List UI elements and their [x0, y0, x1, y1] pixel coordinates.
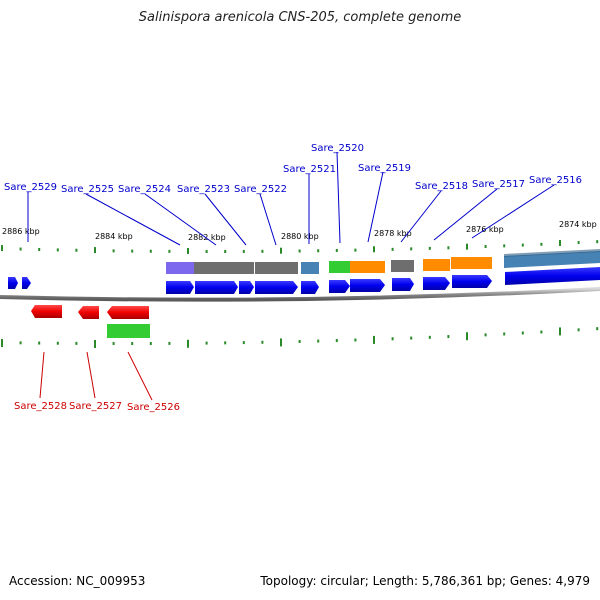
ruler-ticks-bottom — [1, 327, 599, 348]
cds-forward-arrow[interactable] — [505, 267, 600, 285]
gene-label-sare-2518[interactable]: Sare_2518 — [415, 181, 468, 192]
feature-green[interactable] — [329, 261, 350, 273]
cds-forward-arrow[interactable] — [195, 281, 238, 294]
cds-reverse-arrow[interactable] — [31, 305, 62, 318]
gene-label-sare-2523[interactable]: Sare_2523 — [177, 184, 230, 195]
feature-shadow — [504, 249, 600, 257]
cds-reverse-arrow[interactable] — [107, 306, 149, 319]
feature-track-top — [166, 249, 600, 274]
feature-gray[interactable] — [194, 262, 254, 274]
feature-gray[interactable] — [391, 260, 414, 272]
ruler-label: 2884 kbp — [95, 232, 133, 241]
gene-label-sare-2529[interactable]: Sare_2529 — [4, 182, 57, 193]
gene-label-sare-2527[interactable]: Sare_2527 — [69, 401, 122, 412]
gene-label-sare-2520[interactable]: Sare_2520 — [311, 143, 364, 154]
gene-labels-top: Sare_2529 Sare_2525 Sare_2524 Sare_2523 … — [4, 143, 582, 195]
cds-track-forward — [166, 267, 600, 294]
feature-steelblue[interactable] — [301, 262, 319, 274]
cds-forward-arrow[interactable] — [329, 280, 350, 293]
feature-gray[interactable] — [255, 262, 298, 274]
gene-labels-bottom: Sare_2528 Sare_2527 Sare_2526 — [14, 401, 180, 413]
cds-forward-arrow[interactable] — [392, 278, 414, 291]
cds-forward-arrow[interactable] — [166, 281, 194, 294]
ruler-label: 2886 kbp — [2, 227, 40, 236]
feature-orange[interactable] — [423, 259, 450, 271]
feature-green[interactable] — [107, 324, 150, 338]
ruler-label: 2874 kbp — [559, 220, 597, 229]
ruler-label: 2882 kbp — [188, 233, 226, 242]
genome-backbone — [0, 287, 600, 302]
gene-label-sare-2522[interactable]: Sare_2522 — [234, 184, 287, 195]
callout-lines-bottom — [39, 351, 153, 401]
gene-label-sare-2519[interactable]: Sare_2519 — [358, 163, 411, 174]
feature-orange[interactable] — [451, 257, 492, 269]
gene-label-sare-2521[interactable]: Sare_2521 — [283, 164, 336, 175]
ruler-label: 2878 kbp — [374, 229, 412, 238]
cds-forward-arrow[interactable] — [423, 277, 450, 290]
genome-summary-text: Topology: circular; Length: 5,786,361 bp… — [260, 574, 590, 588]
cds-forward-arrow[interactable] — [301, 281, 319, 294]
cds-reverse-arrow[interactable] — [78, 306, 99, 319]
callout-lines-top — [27, 151, 555, 246]
accession-text: Accession: NC_009953 — [9, 574, 146, 588]
feature-purple[interactable] — [166, 262, 194, 274]
ruler-labels: 2886 kbp 2884 kbp 2882 kbp 2880 kbp 2878… — [2, 220, 597, 242]
feature-orange[interactable] — [350, 261, 385, 273]
map-title: Salinispora arenicola CNS-205, complete … — [138, 10, 462, 25]
gene-label-sare-2517[interactable]: Sare_2517 — [472, 179, 525, 190]
cds-forward-small[interactable] — [8, 277, 31, 289]
gene-label-sare-2516[interactable]: Sare_2516 — [529, 175, 582, 186]
gene-label-sare-2524[interactable]: Sare_2524 — [118, 184, 171, 195]
ruler-ticks-top — [1, 239, 599, 254]
cds-forward-arrow[interactable] — [350, 279, 385, 292]
gene-label-sare-2525[interactable]: Sare_2525 — [61, 184, 114, 195]
ruler-label: 2880 kbp — [281, 232, 319, 241]
cds-forward-arrow[interactable] — [452, 275, 492, 288]
cds-forward-arrow[interactable] — [239, 281, 254, 294]
cds-forward-arrow[interactable] — [255, 281, 298, 294]
cds-track-reverse — [31, 305, 150, 338]
gene-label-sare-2528[interactable]: Sare_2528 — [14, 401, 67, 412]
gene-label-sare-2526[interactable]: Sare_2526 — [127, 402, 180, 413]
